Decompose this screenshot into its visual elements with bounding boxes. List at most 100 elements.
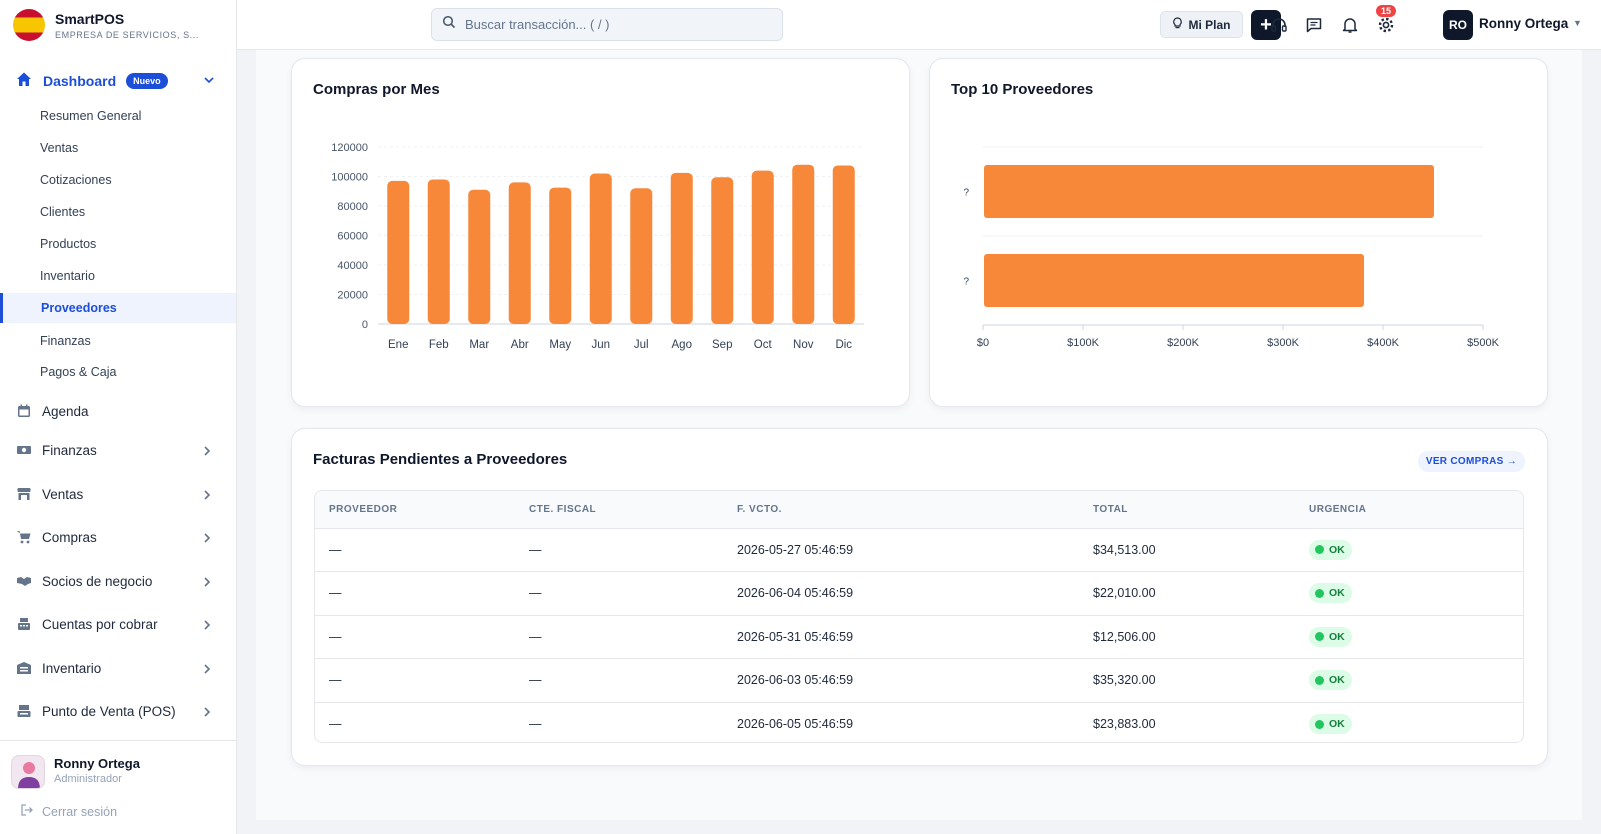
my-plan-button[interactable]: Mi Plan (1160, 11, 1243, 38)
table-row[interactable]: — — 2026-06-05 05:46:59 $23,883.00 OK (315, 702, 1523, 742)
sidebar-item-finanzas[interactable]: Finanzas (0, 437, 237, 463)
bar-may[interactable] (549, 187, 572, 324)
cell-due-date: 2026-06-05 05:46:59 (737, 717, 854, 731)
bar-nov[interactable] (792, 164, 815, 324)
sidebar-item-label: Finanzas (42, 442, 97, 458)
avatar[interactable] (11, 755, 45, 789)
table-row[interactable]: — —2026-06-03 05:46:59 $35,320.00 OK (315, 658, 1523, 703)
column-header-total[interactable]: TOTAL (1093, 491, 1309, 529)
chart-title: Top 10 Proveedores (951, 81, 1094, 98)
monthly-purchases-chart: 0 20000 40000 60000 80000 100000 120000 Ene Feb M… (331, 142, 864, 351)
bar-sep[interactable] (711, 177, 734, 324)
sidebar-item-punto-de-venta-pos[interactable]: Punto de Venta (POS) (0, 698, 237, 724)
cell-total: $12,506.00 (1093, 615, 1309, 659)
chevron-right-icon (201, 662, 213, 680)
supplier-bar[interactable] (984, 254, 1364, 307)
user-name: Ronny Ortega (54, 756, 140, 771)
sidebar-item-ventas[interactable]: Ventas (0, 481, 237, 507)
sidebar-subitem-clientes[interactable]: Clientes (40, 205, 86, 219)
support-headset-icon[interactable] (1268, 14, 1290, 36)
sidebar-subitem-proveedores[interactable]: Proveedores (0, 293, 236, 323)
bar-dic[interactable] (832, 165, 855, 324)
column-header-proveedor[interactable]: PROVEEDOR (315, 491, 529, 529)
bar-jul[interactable] (630, 188, 653, 324)
cell-proveedor: — (315, 571, 529, 616)
x-tick-label: Nov (793, 339, 814, 351)
user-avatar[interactable]: RO (1443, 10, 1473, 40)
sidebar-subitem-resumen-general[interactable]: Resumen General (40, 109, 142, 123)
column-header-urgencia[interactable]: URGENCIA (1309, 491, 1523, 529)
bar-ene[interactable] (387, 180, 410, 324)
sidebar-item-dashboard[interactable]: Dashboard Nuevo (0, 69, 237, 93)
bar-oct[interactable] (751, 170, 774, 324)
top-suppliers-chart: $0 $100K $200K $300K $400K $500K?? (963, 146, 1500, 349)
cell-proveedor: — (329, 717, 342, 731)
cell-fiscal: — (529, 528, 737, 572)
sidebar-item-cuentas-por-cobrar[interactable]: Cuentas por cobrar (0, 611, 237, 637)
sidebar-item-label: Dashboard (43, 73, 117, 89)
x-tick-label: $100K (1067, 337, 1099, 349)
chevron-right-icon (201, 531, 213, 549)
supplier-bar[interactable] (984, 165, 1434, 218)
x-tick-label: Feb (429, 339, 449, 351)
sidebar-subitem-cotizaciones[interactable]: Cotizaciones (40, 173, 112, 187)
bar-abr[interactable] (508, 182, 531, 324)
search-input[interactable] (465, 17, 765, 32)
status-text: OK (1329, 587, 1345, 600)
sidebar-subitem-ventas[interactable]: Ventas (40, 141, 79, 155)
x-tick-label: Jun (591, 339, 610, 351)
gear-icon[interactable] (1375, 14, 1397, 36)
sidebar-item-inventario[interactable]: Inventario (0, 655, 237, 681)
bar-jun[interactable] (589, 173, 612, 324)
table-row[interactable]: — —2026-05-27 05:46:59 $34,513.00 OK (315, 528, 1523, 572)
y-tick-label: 0 (362, 319, 368, 331)
status-badge: OK (1309, 626, 1352, 647)
cell-fiscal: — (529, 571, 737, 616)
cell-urgencia: OK (1309, 615, 1523, 659)
cell-fiscal: — (529, 658, 737, 703)
top-header: Mi Plan + 15 RO Ronny Ortega ▼ (237, 0, 1601, 50)
pos-icon (16, 703, 32, 719)
status-text: OK (1329, 543, 1345, 556)
x-tick-label: Sep (712, 339, 732, 351)
status-dot-icon (1315, 719, 1324, 729)
table-row[interactable]: — —2026-06-04 05:46:59 $22,010.00 OK (315, 571, 1523, 616)
sidebar-subitem-productos[interactable]: Productos (40, 237, 97, 251)
bar-feb[interactable] (427, 179, 450, 324)
cell-urgencia: OK (1309, 658, 1523, 703)
status-text: OK (1329, 630, 1345, 643)
caret-down-icon[interactable]: ▼ (1573, 18, 1582, 28)
sidebar-item-agenda[interactable]: Agenda (0, 398, 237, 424)
cell-urgencia: OK (1309, 571, 1523, 616)
sidebar-subitem-pagos-caja[interactable]: Pagos & Caja (40, 365, 117, 379)
cell-due-date: 2026-06-03 05:46:59 (737, 658, 1093, 703)
bar-ago[interactable] (670, 172, 693, 324)
bar-mar[interactable] (468, 189, 491, 324)
search-bar[interactable] (431, 8, 783, 41)
column-header-vcto[interactable]: F. VCTO. (737, 491, 1093, 529)
sidebar-item-socios-de-negocio[interactable]: Socios de negocio (0, 568, 237, 594)
add-new-button[interactable]: + (1251, 10, 1281, 40)
view-purchases-button[interactable]: VER COMPRAS → (1417, 451, 1525, 472)
chevron-right-icon (201, 488, 213, 506)
sidebar-item-compras[interactable]: Compras (0, 524, 237, 550)
main-content: Compras por Mes 0 20000 40000 60000 80000 100… (256, 50, 1582, 820)
chat-icon[interactable] (1303, 14, 1325, 36)
cell-fiscal: — (529, 615, 737, 659)
logout-button[interactable]: Cerrar sesión (20, 803, 117, 820)
brand[interactable]: SmartPOS EMPRESA DE SERVICIOS, S... (0, 0, 237, 50)
header-user-name[interactable]: Ronny Ortega (1479, 16, 1569, 31)
column-header-fiscal[interactable]: CTE. FISCAL (529, 491, 737, 529)
status-badge: OK (1309, 670, 1352, 691)
pending-invoices-title: Facturas Pendientes a Proveedores (313, 451, 568, 468)
sidebar-footer: Ronny Ortega Administrador Cerrar sesión (0, 740, 237, 834)
sidebar-subitem-finanzas[interactable]: Finanzas (40, 334, 91, 348)
table-header-row: PROVEEDOR CTE. FISCAL F. VCTO. TOTAL URG… (315, 491, 1523, 529)
x-tick-label: $300K (1267, 337, 1299, 349)
table-row[interactable]: — —2026-05-31 05:46:59 $12,506.00 OK (315, 615, 1523, 659)
sidebar-subitem-inventario[interactable]: Inventario (40, 269, 95, 283)
status-badge: OK (1309, 714, 1352, 734)
cell-total: $22,010.00 (1093, 571, 1309, 616)
status-dot-icon (1315, 545, 1324, 555)
bell-icon[interactable] (1339, 14, 1361, 36)
